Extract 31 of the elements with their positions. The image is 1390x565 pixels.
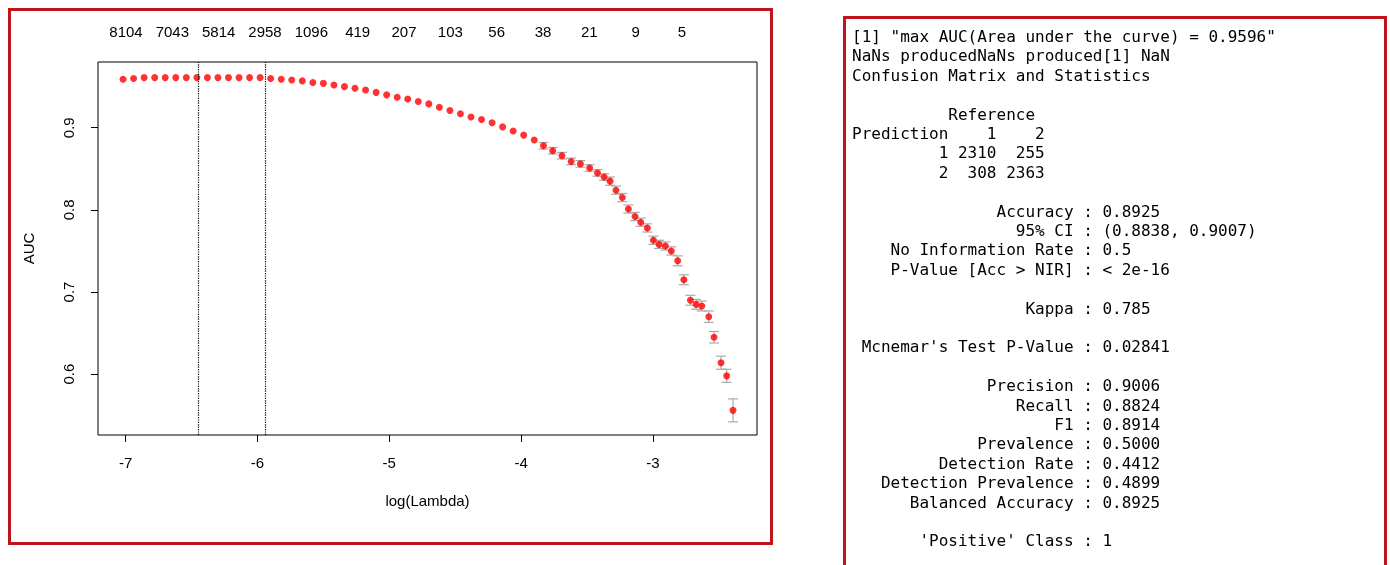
- x-tick-label: -6: [250, 454, 265, 471]
- text: 21: [580, 22, 598, 40]
- text: 5: [677, 22, 687, 40]
- text: 2958: [248, 22, 282, 40]
- x-tick-label: -4: [514, 454, 528, 471]
- text: 7043: [155, 22, 190, 40]
- y-tick-label: 0.6: [60, 363, 77, 385]
- text: 103: [437, 22, 463, 40]
- text: 5814: [201, 22, 236, 40]
- text: [1] "max AUC(Area under the curve) = 0.9596" NaNs producedNaNs produced[1] NaN Confusion Matrix and Statistics: [852, 27, 1277, 86]
- x-tick-label: -3: [646, 454, 660, 471]
- x-tick-label: -5: [382, 454, 396, 471]
- y-tick-label: 0.9: [60, 117, 77, 139]
- text: 'Positive' Class : 1: [918, 531, 1114, 551]
- y-tick-label: 0.7: [60, 281, 77, 303]
- text: 207: [391, 22, 417, 40]
- text: 38: [534, 22, 552, 40]
- text: Mcnemar's Test P-Value : 0.02841: [860, 337, 1171, 357]
- text: 1096: [294, 22, 329, 40]
- text: Reference Prediction 1 2 1 2310 255 2 308 2363: [852, 104, 1046, 183]
- text: Precision : 0.9006 Recall : 0.8824 F1 : 0.8914 Prevalence : 0.5000 Detection Rate : 0.4412 Detection Prevalence : 0.4899 Balanced Accuracy : 0.8925: [879, 376, 1162, 513]
- x-tick-label: -7: [119, 454, 133, 471]
- text: Accuracy : 0.8925 95% CI : (0.8838, 0.9007) No Information Rate : 0.5 P-Value [Acc > NIR] : < 2e-16: [889, 201, 1258, 280]
- x-axis-title: log(Lambda): [385, 492, 470, 509]
- text: Kappa : 0.785: [1024, 298, 1152, 319]
- y-axis-title: AUC: [20, 232, 37, 265]
- text: 9: [631, 22, 640, 40]
- text: 8104: [109, 22, 143, 40]
- text: 419: [345, 22, 371, 40]
- y-tick-label: 0.8: [60, 199, 77, 221]
- text: 56: [488, 22, 506, 40]
